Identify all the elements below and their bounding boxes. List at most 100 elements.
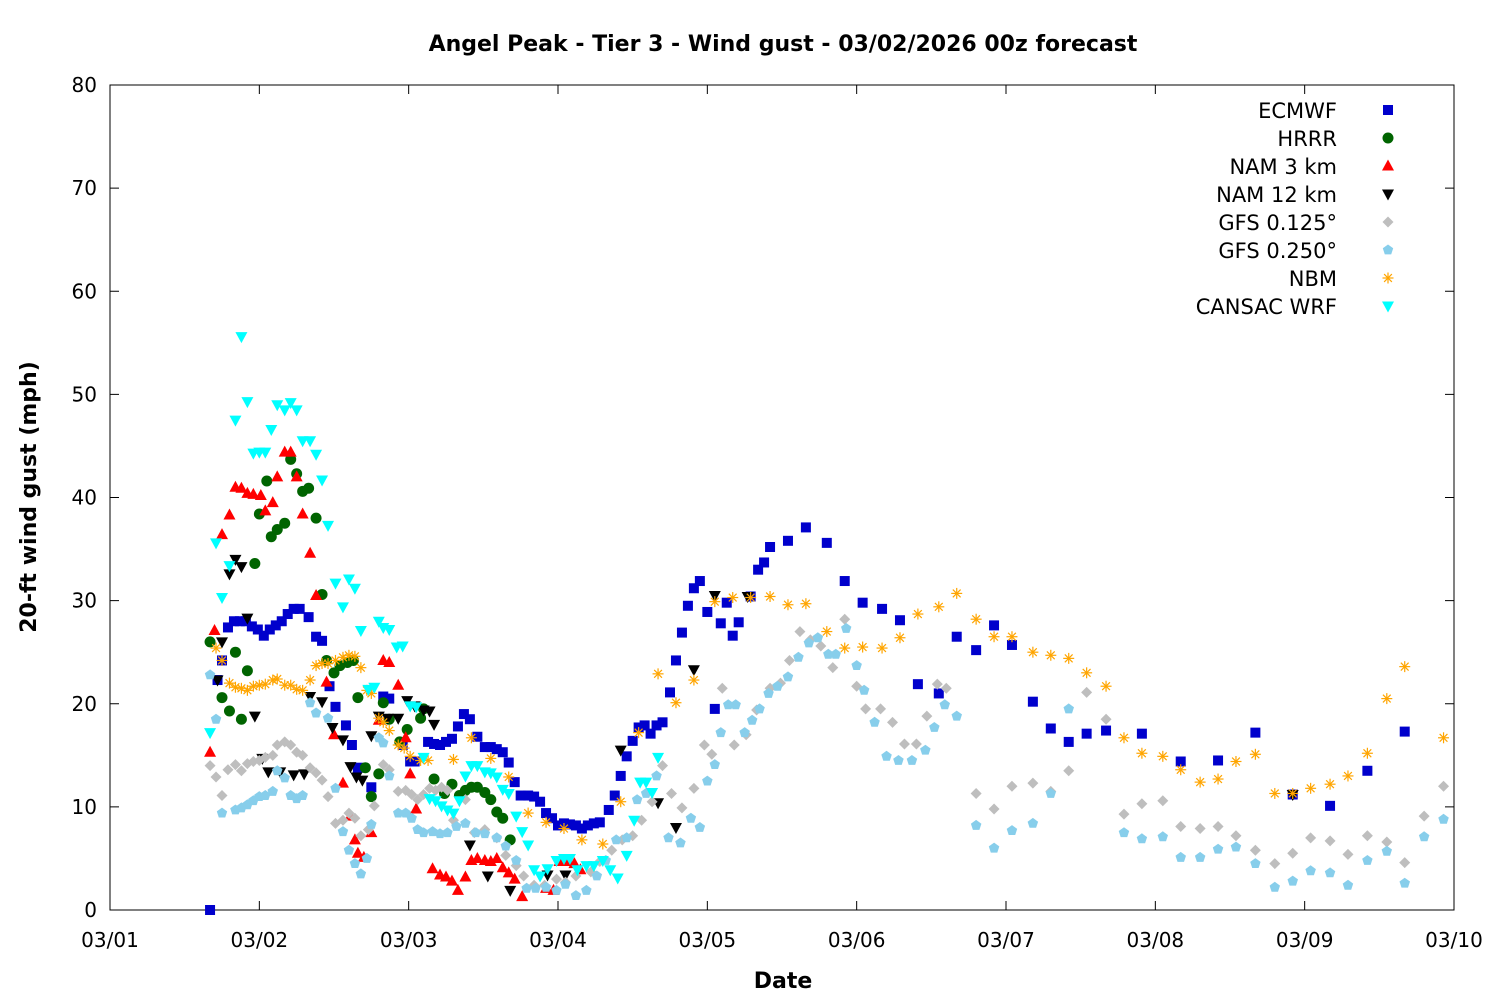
data-point: [410, 702, 423, 714]
data-point: [336, 735, 349, 747]
data-point: [597, 838, 609, 850]
data-point: [646, 796, 658, 808]
data-point: [821, 537, 832, 548]
data-point: [523, 790, 534, 801]
data-point: [368, 800, 380, 812]
data-point: [322, 791, 334, 803]
data-point: [783, 654, 795, 666]
data-point: [210, 713, 222, 724]
data-point: [588, 818, 599, 829]
data-point: [259, 678, 271, 690]
data-point: [290, 405, 303, 417]
data-point: [412, 794, 424, 806]
data-point: [715, 727, 726, 738]
data-point: [782, 599, 794, 611]
data-point: [687, 665, 700, 677]
data-point: [1157, 750, 1169, 762]
y-tick-label: 60: [72, 279, 97, 303]
data-point: [933, 601, 945, 613]
data-point: [540, 816, 552, 828]
data-point: [500, 840, 511, 851]
data-point: [793, 651, 804, 662]
data-point: [1101, 725, 1112, 736]
data-point: [1194, 823, 1206, 835]
data-point: [754, 703, 765, 714]
data-point: [241, 397, 254, 409]
data-point: [410, 802, 423, 814]
data-point: [393, 807, 404, 818]
data-point: [970, 819, 982, 830]
data-point: [409, 756, 420, 767]
data-point: [349, 650, 361, 662]
data-point: [392, 713, 405, 725]
data-point: [1118, 827, 1130, 838]
data-point: [1213, 755, 1224, 766]
data-point: [471, 851, 484, 863]
data-point: [1418, 831, 1430, 842]
data-point: [343, 844, 355, 855]
data-point: [310, 588, 323, 600]
data-point: [694, 576, 705, 587]
data-point: [463, 840, 476, 852]
data-point: [688, 674, 700, 686]
data-point: [929, 722, 940, 732]
data-point: [1157, 831, 1168, 842]
data-point: [311, 631, 322, 642]
data-point: [1438, 813, 1449, 824]
x-axis-label: Date: [754, 969, 813, 994]
legend-item-gfs-0-125: GFS 0.125°: [1218, 211, 1394, 235]
data-point: [304, 674, 316, 686]
data-point: [267, 749, 279, 761]
y-tick-label: 50: [72, 382, 97, 406]
data-point: [383, 656, 396, 667]
data-point: [216, 654, 228, 666]
data-point: [709, 596, 721, 608]
data-point: [322, 712, 334, 723]
data-point: [304, 697, 316, 708]
data-point: [235, 332, 248, 344]
data-point: [208, 624, 221, 636]
data-point: [1136, 833, 1148, 844]
data-point: [951, 631, 962, 642]
data-point: [384, 693, 395, 704]
data-point: [515, 790, 526, 801]
data-point: [1175, 820, 1187, 832]
data-point: [812, 632, 824, 643]
data-point: [304, 762, 316, 774]
data-point: [204, 728, 217, 740]
data-point: [682, 600, 693, 611]
data-point: [365, 731, 378, 743]
data-point: [440, 870, 452, 882]
data-point: [366, 782, 377, 793]
data-point: [296, 507, 309, 519]
data-point: [815, 640, 827, 652]
data-point: [621, 832, 632, 843]
data-point: [1305, 782, 1317, 794]
data-point: [384, 770, 395, 781]
data-point: [910, 738, 922, 750]
data-point: [1006, 825, 1018, 835]
data-point: [839, 613, 851, 625]
data-point: [1287, 875, 1298, 886]
data-point: [216, 528, 228, 540]
data-point: [500, 849, 512, 861]
data-point: [688, 583, 699, 594]
data-point: [727, 592, 739, 604]
data-point: [210, 642, 222, 654]
data-point: [241, 665, 253, 677]
data-point: [530, 882, 541, 893]
data-point: [344, 762, 357, 774]
legend-marker: [1382, 216, 1394, 228]
data-point: [1100, 713, 1112, 725]
data-point: [553, 820, 563, 831]
data-point: [1361, 747, 1373, 759]
data-point: [260, 790, 271, 800]
data-point: [1212, 820, 1224, 832]
data-point: [428, 719, 441, 731]
data-point: [310, 707, 322, 718]
data-point: [429, 796, 442, 808]
data-point: [685, 812, 697, 823]
data-point: [794, 626, 806, 638]
data-point: [609, 790, 620, 801]
data-point: [485, 742, 496, 753]
